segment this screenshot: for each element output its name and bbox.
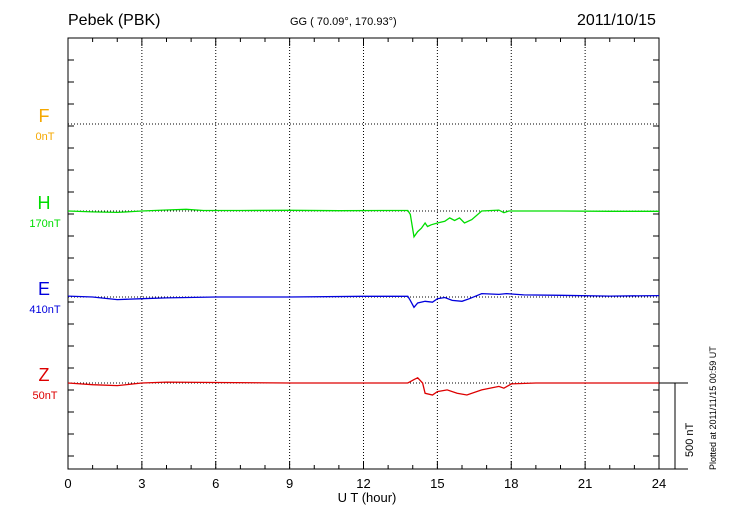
x-tick-label: 9: [286, 476, 293, 491]
x-axis-label: U T (hour): [338, 490, 397, 505]
series-line-h: [67, 208, 659, 239]
coordinates-label: GG ( 70.09°, 170.93°): [290, 16, 397, 28]
series-layer: [67, 208, 660, 396]
station-title: Pebek (PBK): [68, 12, 161, 29]
series-line-e: [67, 292, 660, 309]
x-tick-label: 3: [138, 476, 145, 491]
tick-layer: 0 3 6 9 12 15 18 21 24: [64, 38, 666, 491]
x-tick-label: 21: [578, 476, 592, 491]
component-name-f: F: [39, 106, 50, 126]
scale-bar-label: 500 nT: [684, 422, 696, 457]
component-name-h: H: [38, 193, 51, 213]
x-tick-label: 24: [652, 476, 666, 491]
component-baseline-z: 50nT: [32, 390, 57, 402]
component-baseline-f: 0nT: [36, 131, 55, 143]
x-tick-label: 15: [430, 476, 444, 491]
scale-bar: 500 nT: [659, 382, 696, 470]
component-name-z: Z: [39, 365, 50, 385]
component-baseline-e: 410nT: [29, 304, 60, 316]
component-name-e: E: [38, 279, 50, 299]
component-labels: F 0nT H 170nT E 410nT Z 50nT: [29, 106, 60, 402]
x-tick-label: 12: [356, 476, 370, 491]
series-line-z: [67, 377, 659, 396]
x-tick-label: 6: [212, 476, 219, 491]
component-baseline-h: 170nT: [29, 218, 60, 230]
grid-layer: [68, 38, 659, 469]
x-tick-label: 18: [504, 476, 518, 491]
x-tick-label: 0: [64, 476, 71, 491]
date-label: 2011/10/15: [577, 12, 656, 29]
